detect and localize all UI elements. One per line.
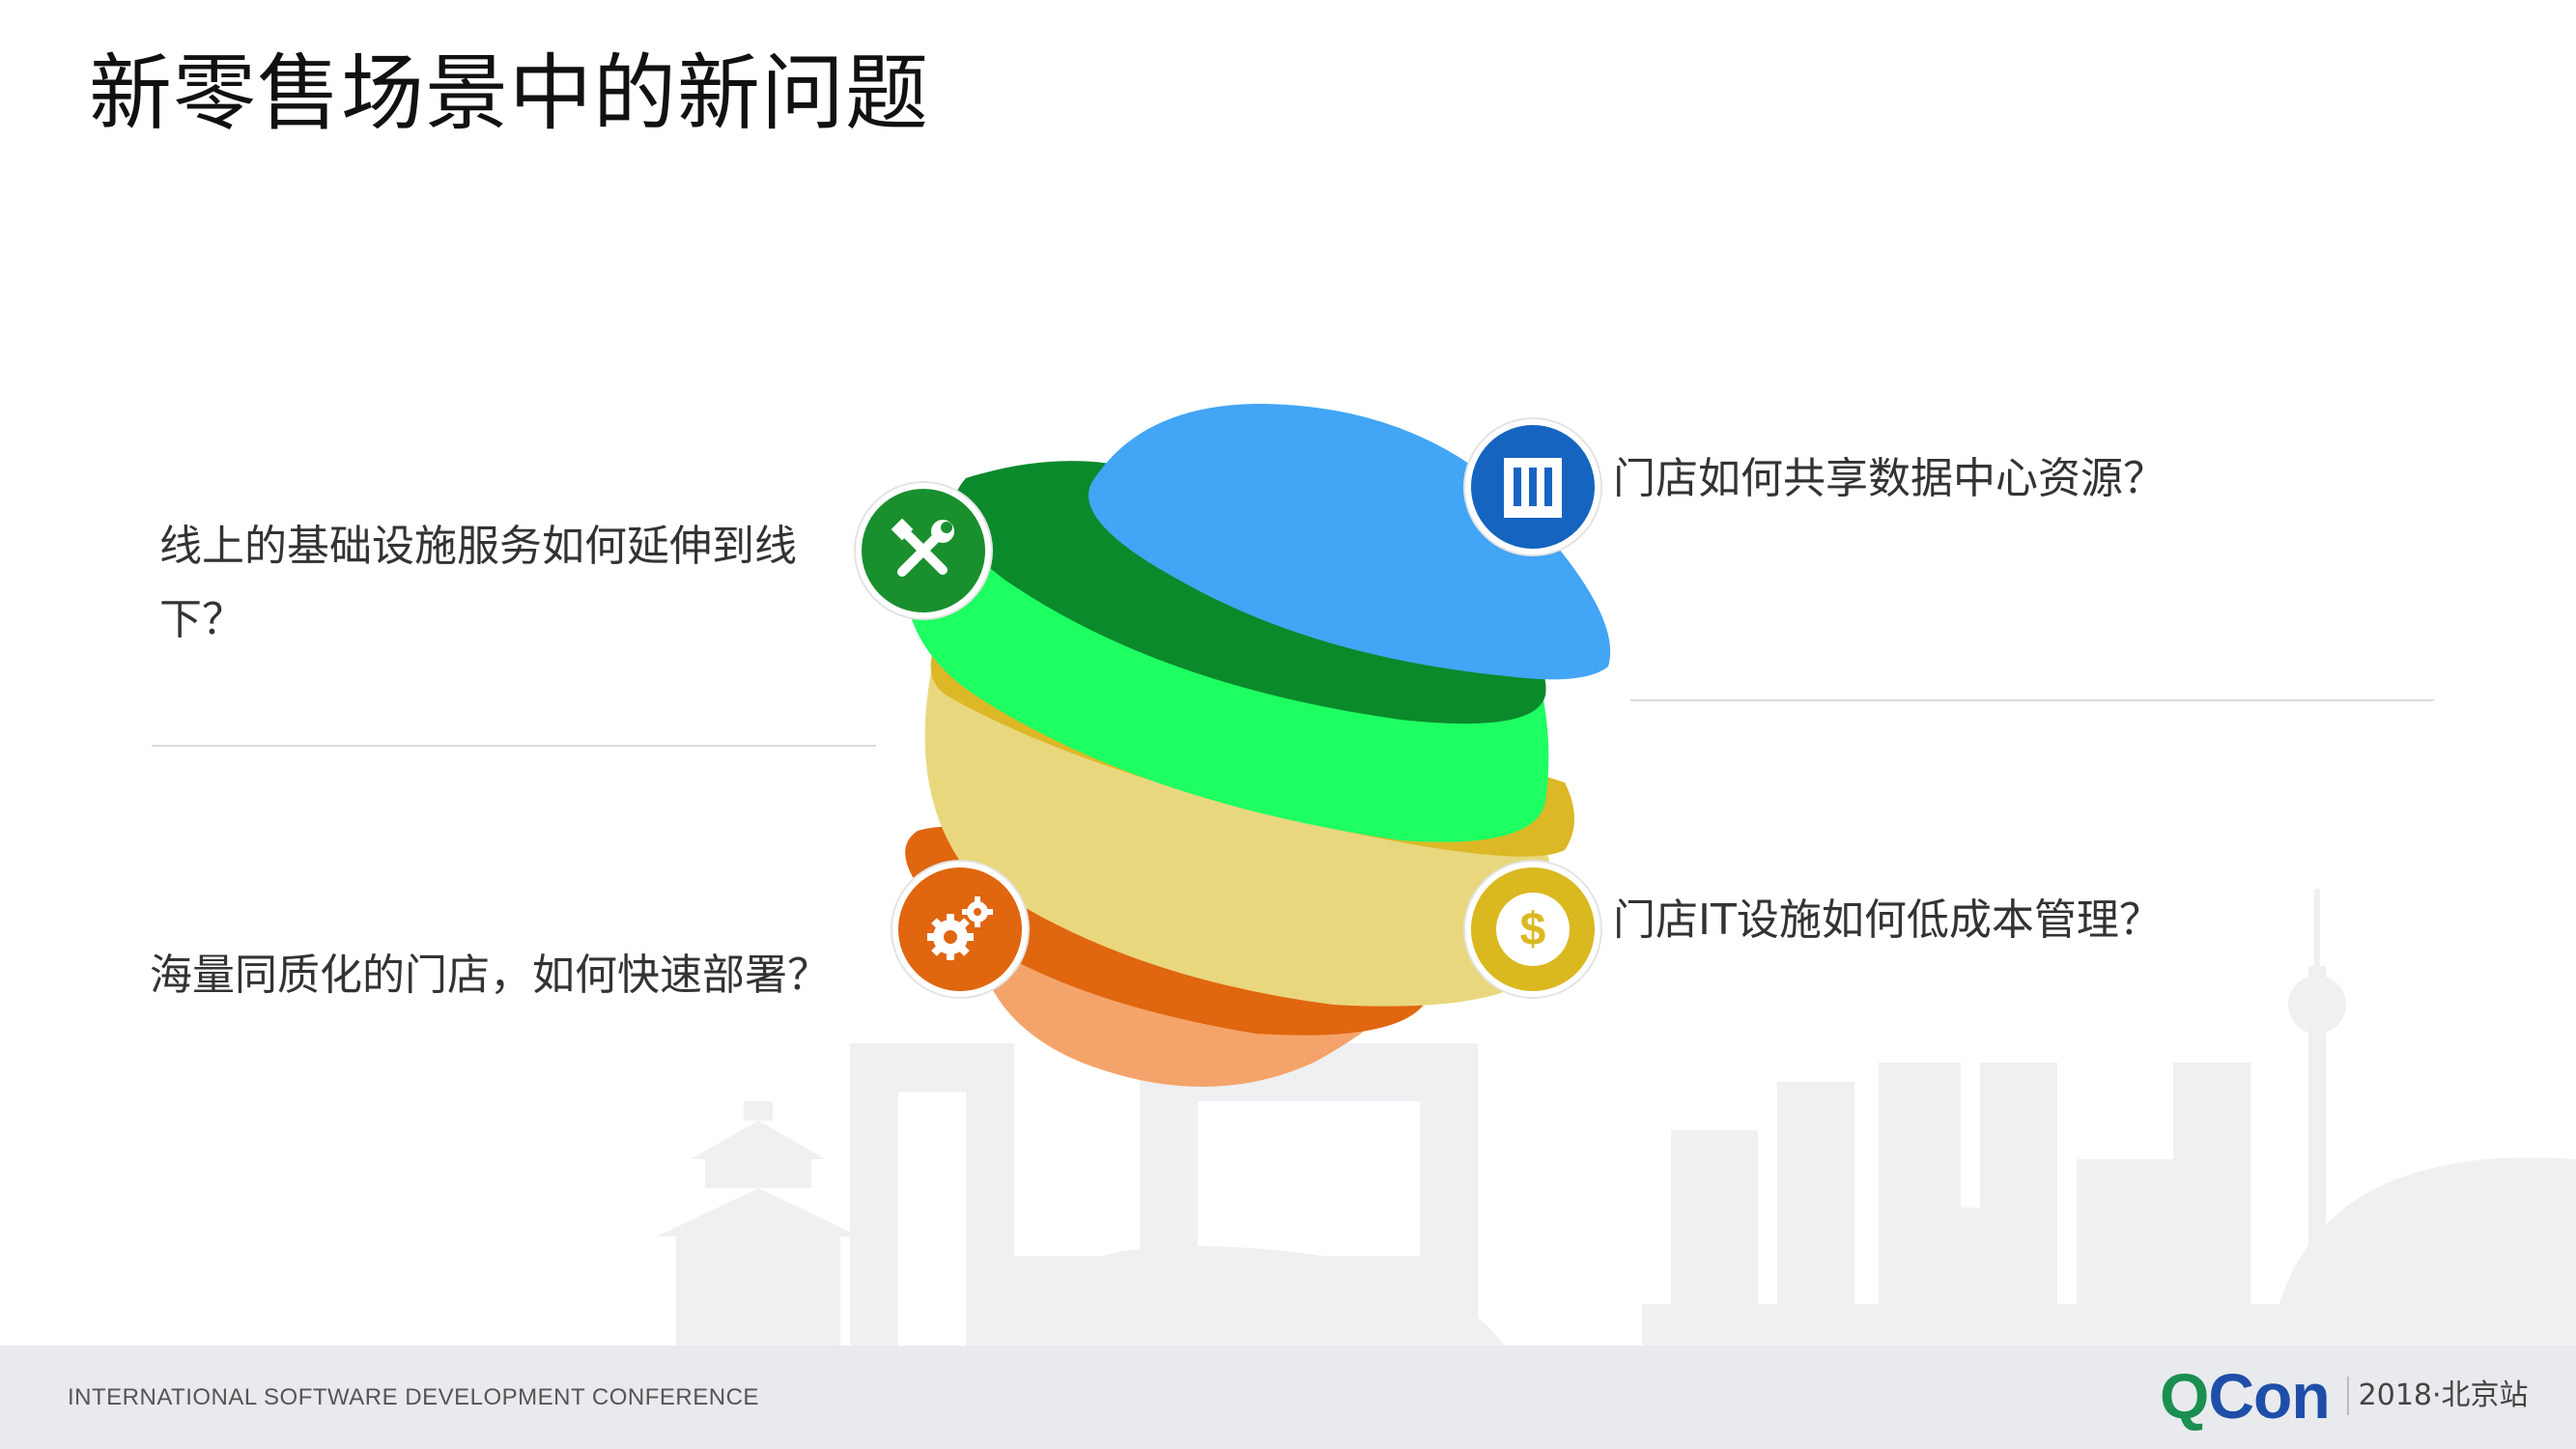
gears-icon: [927, 896, 993, 960]
question-deploy: 海量同质化的门店，如何快速部署？: [150, 951, 830, 1000]
slide-title: 新零售场景中的新问题: [89, 45, 929, 142]
gears-badge: [892, 862, 1028, 997]
question-it-cost: 门店IT设施如何低成本管理？: [1613, 895, 2162, 945]
tools-badge: [856, 483, 991, 618]
question-datacenter: 门店如何共享数据中心资源？: [1613, 454, 2166, 503]
question-online-infra: 线上的基础设施服务如何延伸到线下？: [159, 522, 797, 644]
qcon-logo: QCon 2018·北京站: [2160, 1362, 2529, 1430]
event-label: 2018·北京站: [2346, 1377, 2529, 1415]
divider-right: [1630, 699, 2434, 701]
building-icon: [1504, 458, 1562, 518]
conference-name: INTERNATIONAL SOFTWARE DEVELOPMENT CONFE…: [68, 1384, 759, 1410]
dollar-badge: $: [1465, 862, 1600, 997]
dollar-icon: $: [1496, 893, 1570, 966]
building-badge: [1465, 419, 1600, 554]
tools-icon: [891, 518, 954, 577]
footer-bar: [0, 1346, 2576, 1449]
divider-left: [152, 745, 876, 747]
svg-text:$: $: [1520, 904, 1546, 955]
qcon-wordmark: QCon: [2160, 1360, 2331, 1432]
